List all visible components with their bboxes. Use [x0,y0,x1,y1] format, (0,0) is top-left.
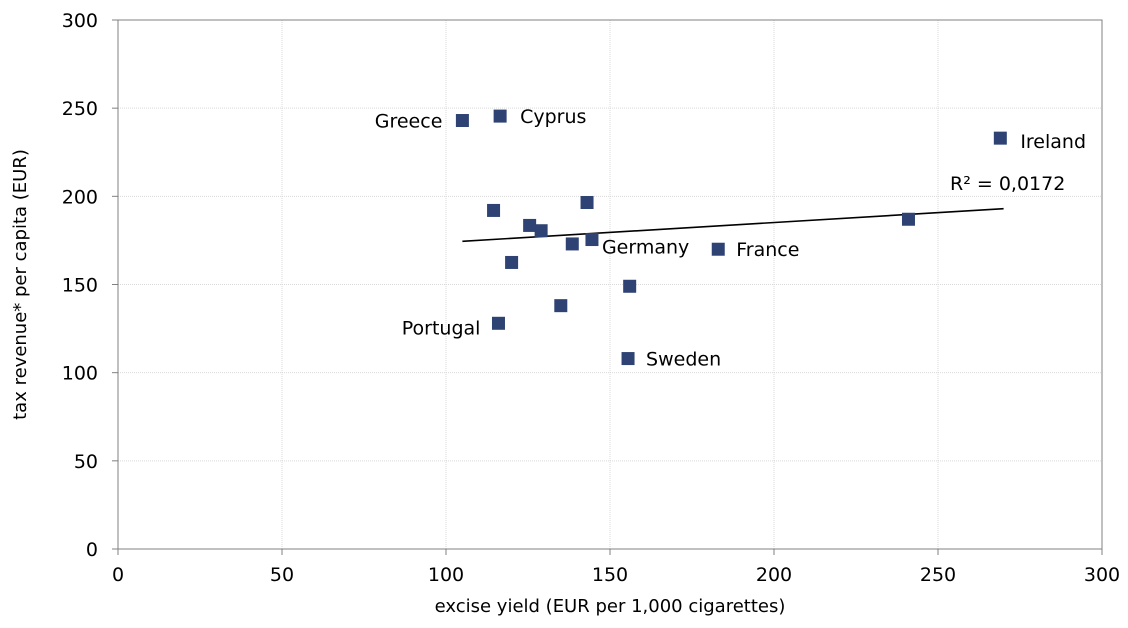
x-tick-label: 150 [592,564,628,586]
y-axis-title: tax revenue* per capita (EUR) [10,149,31,420]
axes: 0 50 100 150 200 250 300 0 50 100 150 200 250 300 [62,10,1120,586]
point-label: Greece [375,111,443,133]
y-tick-label: 300 [62,10,98,32]
point-label: Cyprus [520,106,586,128]
data-point [491,316,505,330]
point-label: Germany [602,237,689,259]
data-point [585,233,599,247]
data-point [565,237,579,251]
x-axis-title: excise yield (EUR per 1,000 cigarettes) [435,596,786,617]
data-point [580,196,594,210]
data-point [993,131,1007,145]
x-tick-label: 0 [112,564,124,586]
data-point [621,352,635,366]
y-tick-label: 100 [62,363,98,385]
x-tick-label: 100 [428,564,464,586]
y-tick-label: 200 [62,186,98,208]
data-point [523,218,537,232]
point-label: Ireland [1020,131,1086,153]
y-tick-label: 50 [74,451,98,473]
point-label: France [736,239,799,261]
y-tick-label: 250 [62,98,98,120]
data-point [493,109,507,123]
data-point [623,279,637,293]
point-labels: Greece Cyprus Ireland Germany France Portugal… [375,106,1086,370]
data-point [455,114,469,128]
y-tick-label: 150 [62,275,98,297]
x-tick-label: 50 [270,564,294,586]
point-label: Sweden [646,349,721,371]
grid [118,20,1102,549]
data-point [711,242,725,256]
x-tick-label: 250 [920,564,956,586]
data-point [505,255,519,269]
r-squared-label: R² = 0,0172 [950,173,1065,195]
data-point [534,224,548,238]
x-tick-label: 300 [1084,564,1120,586]
data-point [487,203,501,217]
point-label: Portugal [402,317,481,339]
x-tick-label: 200 [756,564,792,586]
data-point [901,212,915,226]
y-tick-label: 0 [86,539,98,561]
data-points [455,109,1007,366]
data-point [554,299,568,313]
